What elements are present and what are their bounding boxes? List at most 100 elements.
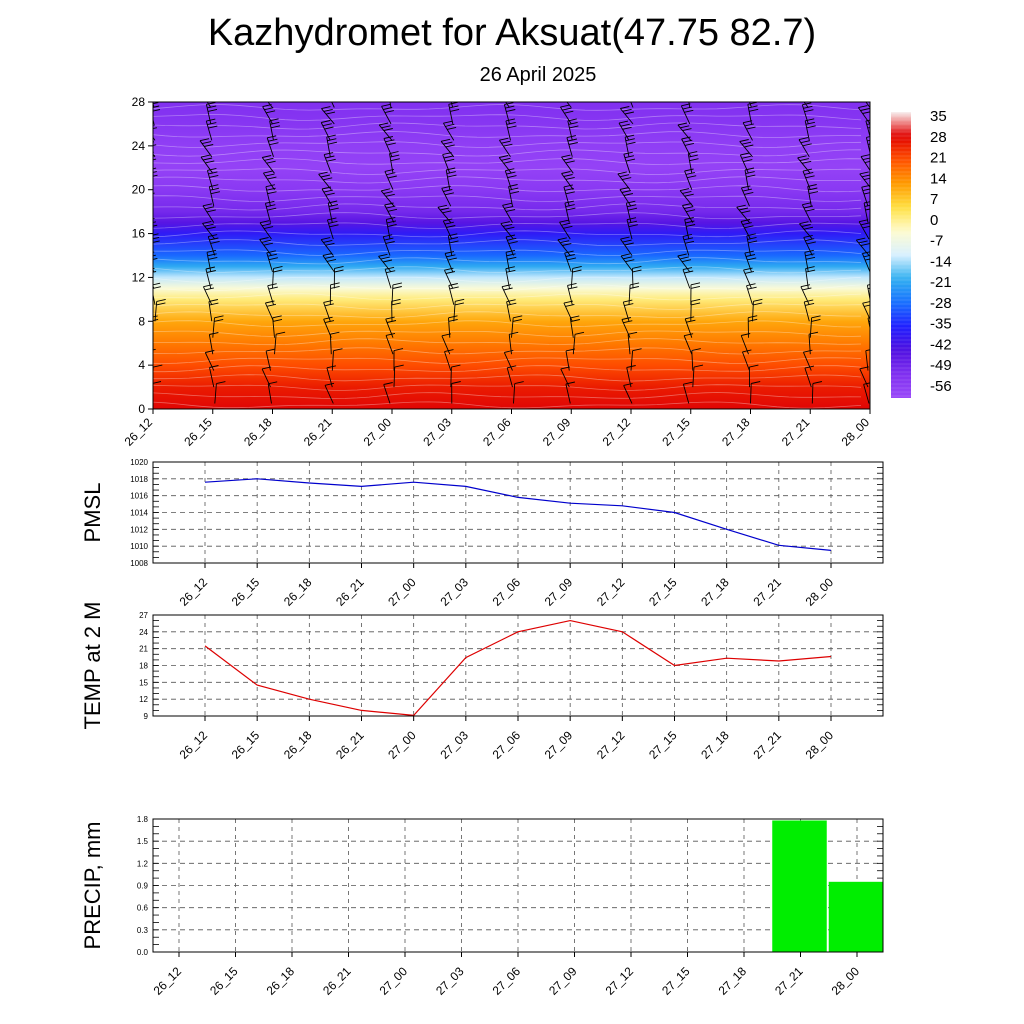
wind-barb: [564, 250, 577, 273]
wind-barb: [505, 249, 517, 272]
wind-barb: [746, 283, 757, 305]
y-tick-label: 1.5: [137, 837, 149, 846]
wind-barb: [677, 253, 692, 273]
y-tick-label: 27: [139, 611, 148, 620]
wind-barb: [205, 102, 218, 124]
x-tick-label: 28_00: [829, 964, 863, 998]
wind-barb: [453, 298, 465, 322]
x-tick-label: 27_18: [716, 964, 750, 998]
wind-barb: [443, 120, 457, 141]
wind-barb: [205, 118, 218, 141]
x-tick-label: 26_15: [229, 728, 263, 762]
wind-barb: [620, 236, 634, 256]
wind-barb: [692, 364, 704, 388]
colorbar-label: 28: [930, 129, 947, 146]
wind-barb: [153, 348, 156, 351]
wind-barb: [804, 249, 816, 272]
x-tick-label: 27_06: [480, 415, 514, 449]
wind-barb: [683, 333, 694, 355]
wind-barb: [804, 118, 816, 141]
x-tick-label: 26_15: [207, 964, 241, 998]
x-tick-label: 27_15: [646, 728, 680, 762]
wind-barb: [207, 234, 220, 256]
y-tick-label: 28: [132, 95, 146, 109]
wind-barb: [504, 168, 517, 190]
x-tick-label: 27_03: [437, 728, 471, 762]
colorbar-label: 0: [930, 212, 938, 229]
wind-barb: [681, 136, 694, 158]
x-tick-label: 27_09: [542, 728, 576, 762]
contour-line: [153, 212, 862, 220]
x-tick-label: 26_21: [333, 575, 367, 609]
colorbar-label: 14: [930, 170, 947, 187]
y-tick-label: 18: [139, 662, 148, 671]
wind-barb: [383, 136, 396, 157]
colorbar-gradient: [891, 112, 911, 398]
wind-barb: [444, 349, 454, 371]
contour-line: [153, 185, 862, 193]
precip-bar: [772, 820, 827, 952]
wind-barb: [499, 137, 513, 158]
wind-barb: [807, 184, 819, 207]
contour-line: [153, 195, 862, 202]
wind-barb: [687, 151, 699, 174]
x-tick-label: 27_06: [490, 575, 524, 609]
wind-barb: [326, 134, 338, 157]
y-tick-label: 20: [132, 183, 146, 197]
x-tick-label: 26_21: [333, 728, 367, 762]
y-tick-label: 0.0: [137, 948, 149, 957]
wind-barb: [329, 282, 340, 305]
wind-barb: [809, 315, 821, 338]
y-tick-label: 21: [139, 645, 148, 654]
wind-barb: [208, 332, 219, 355]
x-tick-label: 27_12: [594, 575, 628, 609]
x-tick-label: 27_00: [377, 964, 411, 998]
chart-subtitle: 26 April 2025: [479, 64, 597, 86]
contour-line: [153, 330, 862, 337]
panel-frame: [152, 614, 884, 717]
wind-barb: [323, 316, 335, 338]
wind-barb: [266, 135, 279, 157]
precip-bar: [828, 881, 884, 952]
wind-barb: [858, 219, 870, 240]
wind-barb: [618, 120, 632, 141]
wind-barb: [624, 134, 636, 157]
wind-barb: [743, 267, 754, 289]
y-tick-label: 1.2: [137, 859, 149, 868]
precip-panel: 0.0 0.3 0.6 0.9 1.2 1.5 1.8 26_12 26_15 26_18 26_2…: [80, 815, 884, 998]
x-tick-label: 27_06: [490, 728, 524, 762]
heatmap-panel: 0 4 8 12 16 20 24 28 26_12 26_15 26_18 26_21 27_00 27…: [122, 95, 873, 449]
wind-barb: [202, 203, 216, 223]
y-axis-label: PRECIP, mm: [80, 822, 105, 950]
wind-barb: [384, 168, 397, 190]
colorbar-label: -21: [930, 274, 952, 291]
y-tick-label: 1014: [130, 509, 148, 518]
contour-line: [153, 401, 862, 409]
wind-barb: [619, 187, 633, 207]
wind-barb: [267, 283, 278, 305]
x-tick-label: 27_21: [750, 728, 784, 762]
heatmap-field: [153, 102, 870, 409]
wind-barb: [561, 171, 575, 190]
x-tick-label: 26_18: [281, 728, 315, 762]
colorbar-label: -49: [930, 357, 952, 374]
wind-barb: [202, 220, 216, 240]
wind-barb: [266, 250, 278, 273]
wind-barb: [322, 253, 337, 273]
x-tick-label: 27_21: [779, 415, 813, 449]
x-tick-label: 27_00: [385, 728, 419, 762]
y-tick-label: 0.6: [137, 904, 149, 913]
wind-barb: [199, 138, 214, 158]
y-tick-label: 0: [138, 402, 145, 416]
wind-barb: [682, 203, 696, 223]
wind-barb: [381, 103, 394, 125]
wind-barb: [869, 283, 870, 289]
wind-barb: [389, 151, 400, 174]
wind-barb: [153, 267, 157, 289]
wind-barb: [208, 184, 220, 207]
x-tick-label: 28_00: [803, 575, 837, 609]
wind-barb: [801, 102, 814, 125]
wind-barb: [506, 299, 517, 322]
x-tick-label: 28_00: [803, 728, 837, 762]
